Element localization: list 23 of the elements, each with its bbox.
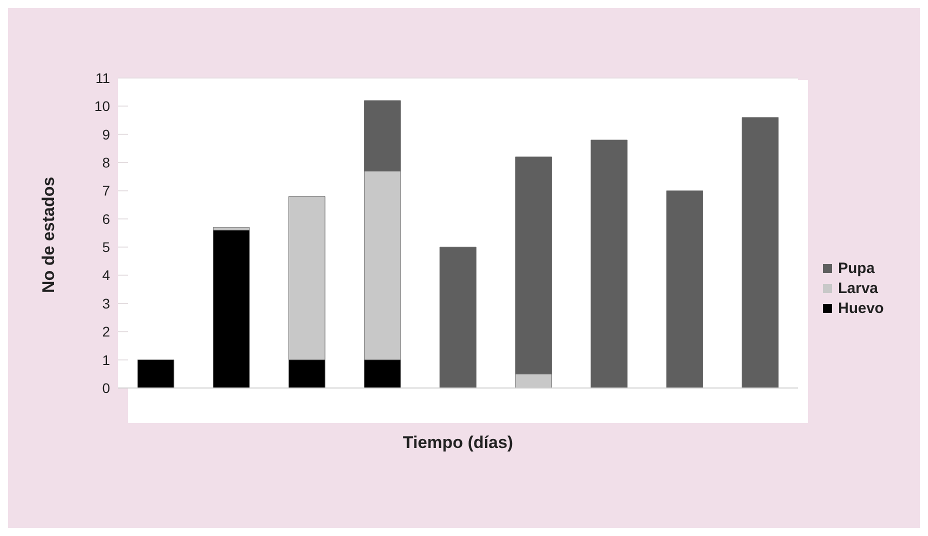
- x-axis-title: Tiempo (días): [402, 433, 514, 452]
- bar: [742, 117, 779, 388]
- y-tick-label: 5: [102, 239, 110, 256]
- legend-label: Larva: [838, 280, 878, 296]
- y-tick-label: 0: [102, 380, 110, 396]
- bar: [137, 360, 174, 388]
- y-tick-label: 8: [102, 154, 110, 171]
- bar: [212, 230, 250, 388]
- y-axis-title: No de estados: [39, 176, 58, 293]
- bar: [590, 140, 628, 388]
- legend-label: Huevo: [838, 300, 884, 316]
- y-tick-label: 9: [102, 126, 110, 142]
- y-tick-label: 1: [102, 352, 110, 368]
- y-tick-label: 11: [95, 70, 110, 86]
- y-tick-label: 3: [102, 295, 110, 312]
- y-tick-label: 10: [94, 98, 110, 114]
- y-tick-label: 2: [102, 324, 110, 340]
- bar: [666, 190, 704, 388]
- bar: [440, 246, 476, 388]
- y-tick-label: 7: [102, 182, 110, 199]
- y-tick-label: 6: [102, 210, 110, 227]
- y-tick-label: 4: [102, 267, 110, 284]
- legend-label: Pupa: [838, 260, 875, 276]
